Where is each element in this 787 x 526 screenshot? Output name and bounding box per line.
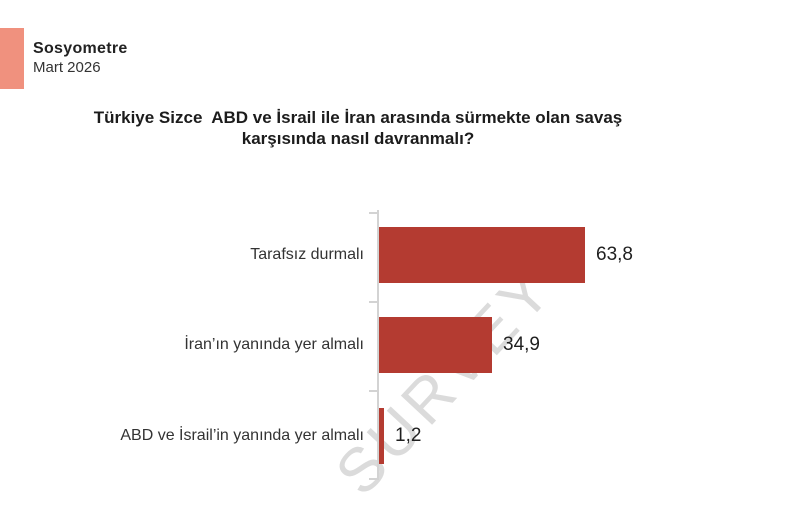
chart-title: Türkiye Sizce ABD ve İsrail ile İran ara…: [93, 108, 623, 148]
brand-name: Sosyometre: [33, 40, 128, 57]
bar: [379, 407, 384, 464]
brand-logo-mark: [0, 28, 24, 89]
value-label: 1,2: [395, 424, 422, 446]
bar: [379, 317, 492, 374]
value-label: 34,9: [503, 334, 540, 356]
y-axis-line: [377, 210, 379, 480]
brand-block: Sosyometre Mart 2026: [33, 39, 128, 77]
category-label: ABD ve İsrail’in yanında yer almalı: [120, 426, 364, 444]
axis-tick: [369, 390, 378, 392]
axis-tick: [369, 478, 378, 480]
axis-tick: [369, 212, 378, 214]
value-label: 63,8: [596, 244, 633, 265]
axis-tick: [369, 301, 378, 303]
category-label: Tarafsız durmalı: [250, 246, 364, 263]
brand-date: Mart 2026: [33, 59, 101, 76]
category-label: İran’ın yanında yer almalı: [184, 336, 364, 354]
bar: [379, 227, 585, 283]
